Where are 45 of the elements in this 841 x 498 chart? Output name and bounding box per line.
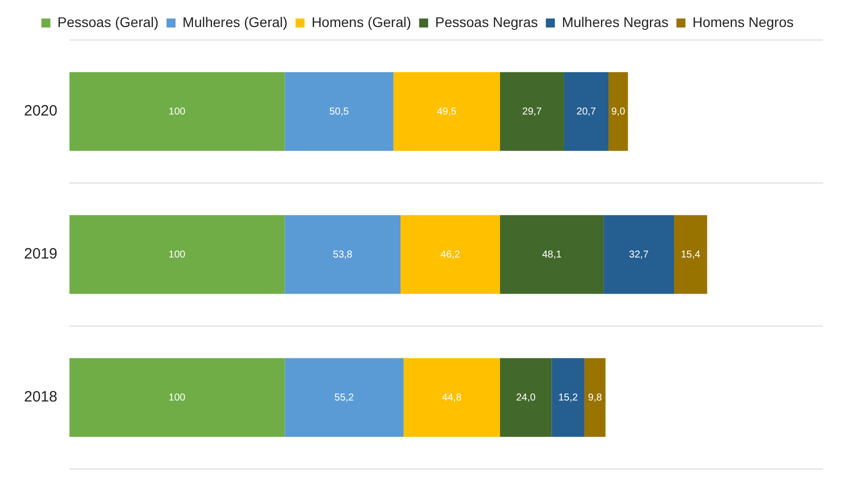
bar [500,72,564,151]
data-label: 44,8 [442,392,462,404]
legend-label: Homens Negros [692,14,794,30]
bar [400,215,500,294]
legend-label: Mulheres Negras [562,14,668,30]
bar [69,215,285,294]
bar [284,358,404,437]
legend-label: Pessoas Negras [435,14,538,30]
y-tick-label: 2018 [24,388,58,406]
data-label: 100 [168,392,186,404]
data-label: 24,0 [516,392,536,404]
bar [608,72,628,151]
bar [564,72,609,151]
y-tick-label: 2020 [24,102,58,120]
bar [393,72,500,151]
data-label: 15,4 [680,249,701,260]
bar [69,358,285,437]
data-label: 9,0 [611,106,626,118]
data-label: 9,8 [588,392,602,404]
bar [552,358,584,437]
data-label: 29,7 [522,106,542,118]
data-label: 100 [168,249,186,260]
data-label: 100 [168,106,186,118]
data-label: 46,2 [440,249,460,260]
legend-label: Mulheres (Geral) [182,14,288,30]
bar [500,215,604,294]
data-label: 32,7 [629,249,649,260]
bar [69,72,285,151]
bar [284,72,394,151]
legend-label: Homens (Geral) [312,14,412,30]
bar [284,215,401,294]
bar [584,358,606,437]
data-label: 53,8 [332,249,353,260]
bar [604,215,674,294]
bar [500,358,552,437]
bar [674,215,708,294]
data-label: 48,1 [542,249,562,260]
data-label: 20,7 [576,106,596,118]
data-label: 49,5 [436,106,457,118]
y-tick-label: 2019 [24,246,58,263]
legend-label: Pessoas (Geral) [57,14,159,30]
data-label: 50,5 [329,106,350,118]
bar [404,358,500,437]
data-label: 55,2 [334,392,354,404]
data-label: 15,2 [558,392,578,404]
